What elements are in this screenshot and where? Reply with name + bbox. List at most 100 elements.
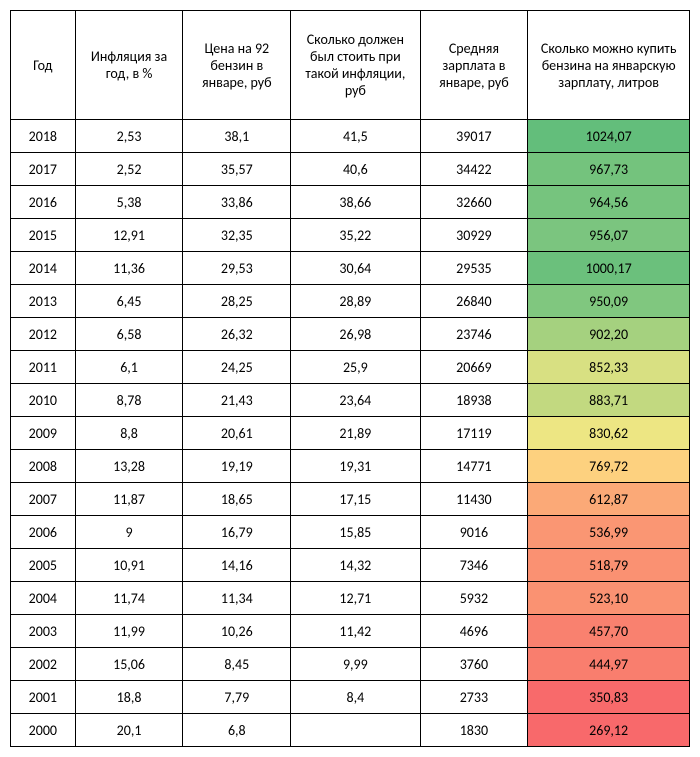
cell-should-cost: 25,9 xyxy=(291,351,420,384)
cell-year: 2015 xyxy=(11,219,76,252)
cell-price92: 16,79 xyxy=(183,516,291,549)
cell-liters: 830,62 xyxy=(528,417,690,450)
cell-year: 2013 xyxy=(11,285,76,318)
cell-inflation: 18,8 xyxy=(75,681,183,714)
col-header-should-cost: Сколько должен был стоить при такой инфл… xyxy=(291,11,420,120)
cell-price92: 29,53 xyxy=(183,252,291,285)
cell-liters: 1024,07 xyxy=(528,120,690,153)
cell-liters: 883,71 xyxy=(528,384,690,417)
cell-price92: 24,25 xyxy=(183,351,291,384)
cell-price92: 18,65 xyxy=(183,483,291,516)
cell-inflation: 11,74 xyxy=(75,582,183,615)
cell-avg-salary: 1830 xyxy=(420,714,528,747)
cell-inflation: 6,1 xyxy=(75,351,183,384)
table-row: 2006916,7915,859016536,99 xyxy=(11,516,690,549)
cell-inflation: 15,06 xyxy=(75,648,183,681)
cell-liters: 1000,17 xyxy=(528,252,690,285)
table-row: 201411,3629,5330,64295351000,17 xyxy=(11,252,690,285)
cell-inflation: 11,36 xyxy=(75,252,183,285)
table-row: 20136,4528,2528,8926840950,09 xyxy=(11,285,690,318)
cell-inflation: 11,99 xyxy=(75,615,183,648)
table-row: 20108,7821,4323,6418938883,71 xyxy=(11,384,690,417)
cell-year: 2011 xyxy=(11,351,76,384)
cell-inflation: 11,87 xyxy=(75,483,183,516)
cell-inflation: 6,58 xyxy=(75,318,183,351)
cell-year: 2006 xyxy=(11,516,76,549)
cell-inflation: 5,38 xyxy=(75,186,183,219)
cell-liters: 612,87 xyxy=(528,483,690,516)
cell-avg-salary: 11430 xyxy=(420,483,528,516)
cell-avg-salary: 32660 xyxy=(420,186,528,219)
cell-inflation: 13,28 xyxy=(75,450,183,483)
cell-price92: 35,57 xyxy=(183,153,291,186)
cell-liters: 269,12 xyxy=(528,714,690,747)
cell-liters: 536,99 xyxy=(528,516,690,549)
cell-should-cost: 35,22 xyxy=(291,219,420,252)
table-row: 200711,8718,6517,1511430612,87 xyxy=(11,483,690,516)
cell-should-cost: 23,64 xyxy=(291,384,420,417)
table-body: 20182,5338,141,5390171024,0720172,5235,5… xyxy=(11,120,690,747)
cell-year: 2012 xyxy=(11,318,76,351)
cell-inflation: 20,1 xyxy=(75,714,183,747)
cell-liters: 444,97 xyxy=(528,648,690,681)
cell-year: 2004 xyxy=(11,582,76,615)
cell-year: 2003 xyxy=(11,615,76,648)
table-row: 200020,16,8 1830269,12 xyxy=(11,714,690,747)
cell-year: 2008 xyxy=(11,450,76,483)
table-row: 20116,124,2525,920669852,33 xyxy=(11,351,690,384)
cell-price92: 19,19 xyxy=(183,450,291,483)
cell-year: 2001 xyxy=(11,681,76,714)
cell-avg-salary: 30929 xyxy=(420,219,528,252)
cell-liters: 967,73 xyxy=(528,153,690,186)
cell-year: 2000 xyxy=(11,714,76,747)
cell-avg-salary: 39017 xyxy=(420,120,528,153)
cell-price92: 14,16 xyxy=(183,549,291,582)
cell-should-cost: 38,66 xyxy=(291,186,420,219)
cell-should-cost: 17,15 xyxy=(291,483,420,516)
cell-liters: 852,33 xyxy=(528,351,690,384)
cell-should-cost xyxy=(291,714,420,747)
cell-avg-salary: 5932 xyxy=(420,582,528,615)
col-header-year: Год xyxy=(11,11,76,120)
cell-year: 2009 xyxy=(11,417,76,450)
cell-price92: 21,43 xyxy=(183,384,291,417)
table-row: 200510,9114,1614,327346518,79 xyxy=(11,549,690,582)
cell-liters: 956,07 xyxy=(528,219,690,252)
cell-liters: 950,09 xyxy=(528,285,690,318)
col-header-avg-salary: Средняя зарплата в январе, руб xyxy=(420,11,528,120)
cell-liters: 769,72 xyxy=(528,450,690,483)
cell-price92: 6,8 xyxy=(183,714,291,747)
col-header-inflation: Инфляция за год, в % xyxy=(75,11,183,120)
cell-should-cost: 41,5 xyxy=(291,120,420,153)
cell-year: 2016 xyxy=(11,186,76,219)
cell-should-cost: 21,89 xyxy=(291,417,420,450)
cell-liters: 457,70 xyxy=(528,615,690,648)
cell-price92: 33,86 xyxy=(183,186,291,219)
cell-price92: 20,61 xyxy=(183,417,291,450)
table-row: 20182,5338,141,5390171024,07 xyxy=(11,120,690,153)
cell-should-cost: 9,99 xyxy=(291,648,420,681)
cell-year: 2017 xyxy=(11,153,76,186)
cell-should-cost: 28,89 xyxy=(291,285,420,318)
cell-price92: 26,32 xyxy=(183,318,291,351)
cell-inflation: 9 xyxy=(75,516,183,549)
data-table: Год Инфляция за год, в % Цена на 92 бенз… xyxy=(10,10,690,747)
cell-should-cost: 11,42 xyxy=(291,615,420,648)
cell-year: 2014 xyxy=(11,252,76,285)
cell-year: 2005 xyxy=(11,549,76,582)
cell-price92: 38,1 xyxy=(183,120,291,153)
cell-should-cost: 12,71 xyxy=(291,582,420,615)
cell-avg-salary: 9016 xyxy=(420,516,528,549)
table-header: Год Инфляция за год, в % Цена на 92 бенз… xyxy=(11,11,690,120)
cell-year: 2018 xyxy=(11,120,76,153)
cell-avg-salary: 3760 xyxy=(420,648,528,681)
col-header-price92: Цена на 92 бензин в январе, руб xyxy=(183,11,291,120)
cell-year: 2007 xyxy=(11,483,76,516)
cell-inflation: 2,52 xyxy=(75,153,183,186)
cell-liters: 518,79 xyxy=(528,549,690,582)
cell-should-cost: 26,98 xyxy=(291,318,420,351)
cell-should-cost: 8,4 xyxy=(291,681,420,714)
table-row: 20172,5235,5740,634422967,73 xyxy=(11,153,690,186)
table-row: 200311,9910,2611,424696457,70 xyxy=(11,615,690,648)
cell-avg-salary: 34422 xyxy=(420,153,528,186)
